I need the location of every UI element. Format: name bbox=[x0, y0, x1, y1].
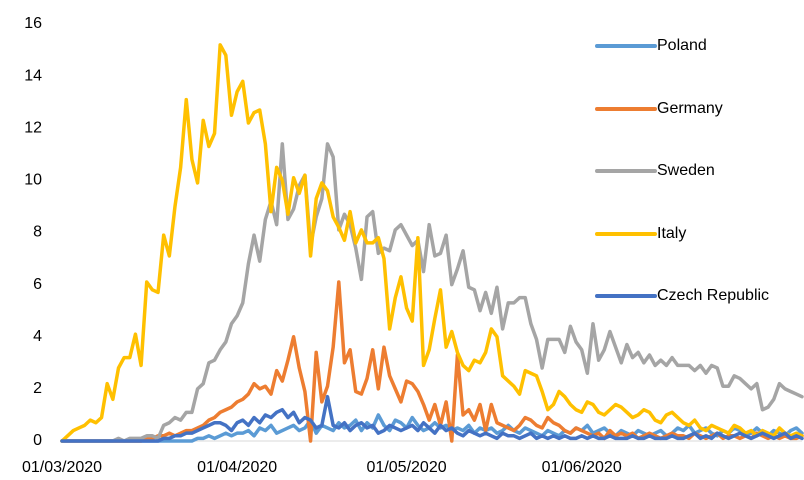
y-tick-label: 8 bbox=[33, 224, 42, 241]
x-tick-label: 01/04/2020 bbox=[197, 459, 277, 476]
series-line bbox=[60, 142, 804, 443]
legend-label: Poland bbox=[657, 37, 707, 54]
series-line bbox=[60, 394, 804, 443]
x-tick-label: 01/05/2020 bbox=[367, 459, 447, 476]
y-tick-label: 12 bbox=[24, 119, 42, 136]
y-tick-label: 0 bbox=[33, 432, 42, 449]
y-tick-label: 2 bbox=[33, 380, 42, 397]
y-tick-label: 10 bbox=[24, 172, 42, 189]
y-tick-label: 16 bbox=[24, 15, 42, 32]
series-line bbox=[60, 413, 804, 443]
legend-label: Italy bbox=[657, 225, 686, 242]
x-tick-label: 01/06/2020 bbox=[542, 459, 622, 476]
series-line bbox=[60, 43, 804, 443]
y-tick-label: 14 bbox=[24, 67, 42, 84]
legend-label: Czech Republic bbox=[657, 287, 769, 304]
y-tick-label: 6 bbox=[33, 276, 42, 293]
series-line bbox=[60, 280, 804, 443]
x-tick-label: 01/03/2020 bbox=[22, 459, 102, 476]
legend-label: Germany bbox=[657, 100, 723, 117]
y-tick-label: 4 bbox=[33, 328, 42, 345]
legend-label: Sweden bbox=[657, 162, 715, 179]
